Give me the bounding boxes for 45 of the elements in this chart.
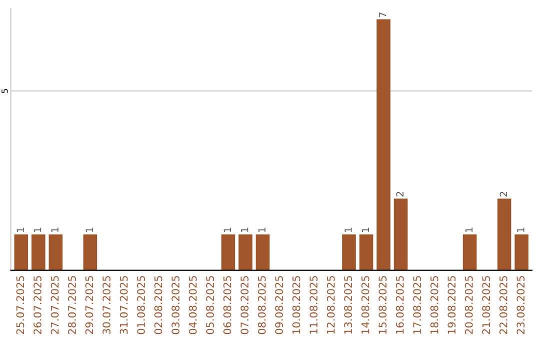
x-tick-label: 21.08.2025 bbox=[482, 276, 490, 334]
x-tick-label: 02.08.2025 bbox=[154, 276, 162, 334]
x-tick-label: 01.08.2025 bbox=[137, 276, 145, 334]
data-label: 1 bbox=[258, 228, 266, 232]
x-tick-label: 13.08.2025 bbox=[344, 276, 352, 334]
data-label: 1 bbox=[517, 228, 524, 232]
data-label: 1 bbox=[224, 228, 231, 232]
data-label: 1 bbox=[51, 228, 58, 232]
data-label: 1 bbox=[16, 228, 24, 232]
x-tick-label: 05.08.2025 bbox=[206, 276, 214, 334]
data-label: 1 bbox=[465, 228, 472, 232]
x-tick-label: 23.08.2025 bbox=[516, 276, 525, 334]
x-tick-label: 10.08.2025 bbox=[292, 276, 300, 334]
data-label: 1 bbox=[34, 228, 42, 232]
x-tick-label: 16.08.2025 bbox=[396, 276, 404, 334]
x-tick-label: 20.08.2025 bbox=[464, 276, 473, 334]
data-label: 1 bbox=[241, 228, 248, 232]
data-label: 2 bbox=[500, 192, 507, 196]
x-tick-label: 22.08.2025 bbox=[499, 276, 508, 334]
x-tick-label: 09.08.2025 bbox=[275, 276, 283, 334]
x-tick-label: 28.07.2025 bbox=[68, 276, 76, 334]
data-label: 1 bbox=[86, 228, 93, 232]
x-tick-label: 30.07.2025 bbox=[102, 276, 110, 334]
x-tick-label: 08.08.2025 bbox=[258, 276, 266, 334]
x-tick-label: 06.08.2025 bbox=[223, 276, 232, 334]
x-tick-label: 31.07.2025 bbox=[120, 276, 128, 334]
y-tick-label: 5 bbox=[2, 89, 8, 93]
x-tick-label: 03.08.2025 bbox=[172, 276, 180, 334]
x-tick-label: 25.07.2025 bbox=[16, 276, 24, 334]
x-tick-label: 19.08.2025 bbox=[448, 276, 456, 334]
x-tick-label: 12.08.2025 bbox=[326, 276, 335, 334]
x-tick-label: 29.07.2025 bbox=[85, 276, 94, 334]
x-tick-label: 14.08.2025 bbox=[361, 276, 370, 334]
x-tick-label: 07.08.2025 bbox=[240, 276, 248, 334]
data-label: 1 bbox=[344, 228, 352, 232]
x-tick-label: 18.08.2025 bbox=[430, 276, 438, 334]
data-label: 1 bbox=[362, 228, 369, 232]
data-label: 2 bbox=[396, 192, 404, 196]
x-tick-label: 27.07.2025 bbox=[50, 276, 59, 334]
x-tick-label: 17.08.2025 bbox=[413, 276, 422, 334]
x-tick-label: 04.08.2025 bbox=[188, 276, 197, 334]
data-label: 7 bbox=[379, 12, 386, 18]
x-tick-label: 15.08.2025 bbox=[378, 276, 387, 334]
x-tick-label: 11.08.2025 bbox=[310, 276, 318, 334]
x-tick-label: 26.07.2025 bbox=[34, 276, 42, 334]
